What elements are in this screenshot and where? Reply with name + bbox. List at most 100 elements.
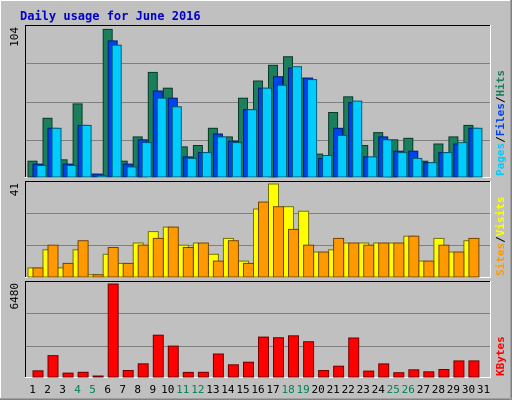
bar-sites [227,240,239,278]
x-tick-label: 14 [221,383,235,396]
bar-kbytes [227,364,239,378]
x-tick-label: 13 [206,383,219,396]
bar-pages [472,127,483,178]
x-tick-label: 21 [327,383,340,396]
legend-entry: / [494,236,507,243]
bar-sites [303,244,315,278]
bar-sites [348,242,360,278]
bar-pages [126,166,137,178]
x-tick-label: 30 [462,383,475,396]
x-tick-label: 6 [104,383,111,396]
legend-entry: Files [494,103,507,136]
bar-pages [231,142,242,178]
bar-pages [66,165,77,178]
bar-kbytes [62,372,74,378]
bar-sites [333,237,345,278]
bar-sites [197,242,209,278]
bar-sites [468,237,480,278]
x-tick-label: 10 [161,383,174,396]
bar-pages [397,152,408,178]
bar-sites [378,242,390,278]
bar-kbytes [47,355,59,378]
bar-sites [363,244,375,278]
bar-kbytes [408,369,420,378]
bar-pages [81,124,92,178]
bar-pages [412,157,423,178]
x-tick-label: 31 [477,383,490,396]
bar-sites [167,226,179,278]
bar-kbytes [363,370,375,378]
bar-sites [92,274,104,278]
x-tick-label: 16 [251,383,264,396]
bar-kbytes [197,371,209,378]
x-tick-label: 28 [432,383,445,396]
bar-sites [423,260,435,278]
legend-entry: Visits [494,197,507,237]
bar-kbytes [378,363,390,378]
x-tick-label: 26 [402,383,415,396]
bar-kbytes [212,353,224,378]
x-tick-label: 15 [236,383,249,396]
bar-kbytes [333,365,345,378]
bar-sites [243,262,254,278]
bar-kbytes [107,283,119,378]
bar-pages [36,165,47,178]
bar-kbytes [348,337,360,378]
bar-sites [62,262,74,278]
bar-sites [32,267,44,278]
bar-kbytes [393,372,405,378]
legend-visits-sites: Sites/Visits [494,197,507,277]
bar-pages [307,79,318,178]
legend-entry: Sites [494,243,507,276]
bar-pages [156,97,167,178]
bar-sites [453,251,465,278]
x-tick-label: 5 [89,383,96,396]
x-tick-label: 17 [266,383,279,396]
bar-kbytes [122,370,134,378]
bar-pages [262,87,272,178]
chart-title: Daily usage for June 2016 [20,9,201,23]
bar-pages [382,139,393,178]
ymax-label-visits-sites: 41 [8,183,21,196]
bar-kbytes [453,360,465,378]
x-tick-label: 7 [119,383,126,396]
legend-entry: / [494,136,507,143]
bar-kbytes [438,369,450,378]
legend-entry: Hits [494,70,507,97]
x-tick-label: 1 [29,383,36,396]
legend-entry: Pages [494,143,507,176]
x-tick-label: 22 [342,383,355,396]
bar-pages [201,152,212,178]
x-tick-label: 24 [372,383,386,396]
x-tick-label: 9 [149,383,156,396]
bar-sites [122,262,134,278]
bar-kbytes [273,337,284,378]
bar-kbytes [152,334,164,378]
x-tick-label: 19 [296,383,309,396]
legend-hits-files-pages: Pages/Files/Hits [494,70,507,176]
x-tick-label: 3 [59,383,66,396]
bar-pages [51,127,62,178]
bar-sites [288,228,299,278]
bar-sites [137,244,149,278]
bar-kbytes [77,371,89,378]
bar-kbytes [32,370,44,378]
bar-pages [292,66,302,178]
bar-sites [258,201,269,278]
bar-sites [438,244,450,278]
bar-sites [393,242,405,278]
bar-pages [322,155,333,178]
bar-sites [408,235,420,278]
bar-pages [427,162,438,178]
bar-pages [111,44,122,178]
ymax-label-kbytes: 6480 [8,283,21,310]
bar-sites [182,247,194,278]
bar-sites [47,244,59,278]
bar-sites [77,240,89,278]
bar-kbytes [243,361,254,378]
bar-pages [247,109,257,178]
x-tick-label: 2 [44,383,51,396]
bar-kbytes [92,375,104,378]
bar-pages [352,100,363,178]
